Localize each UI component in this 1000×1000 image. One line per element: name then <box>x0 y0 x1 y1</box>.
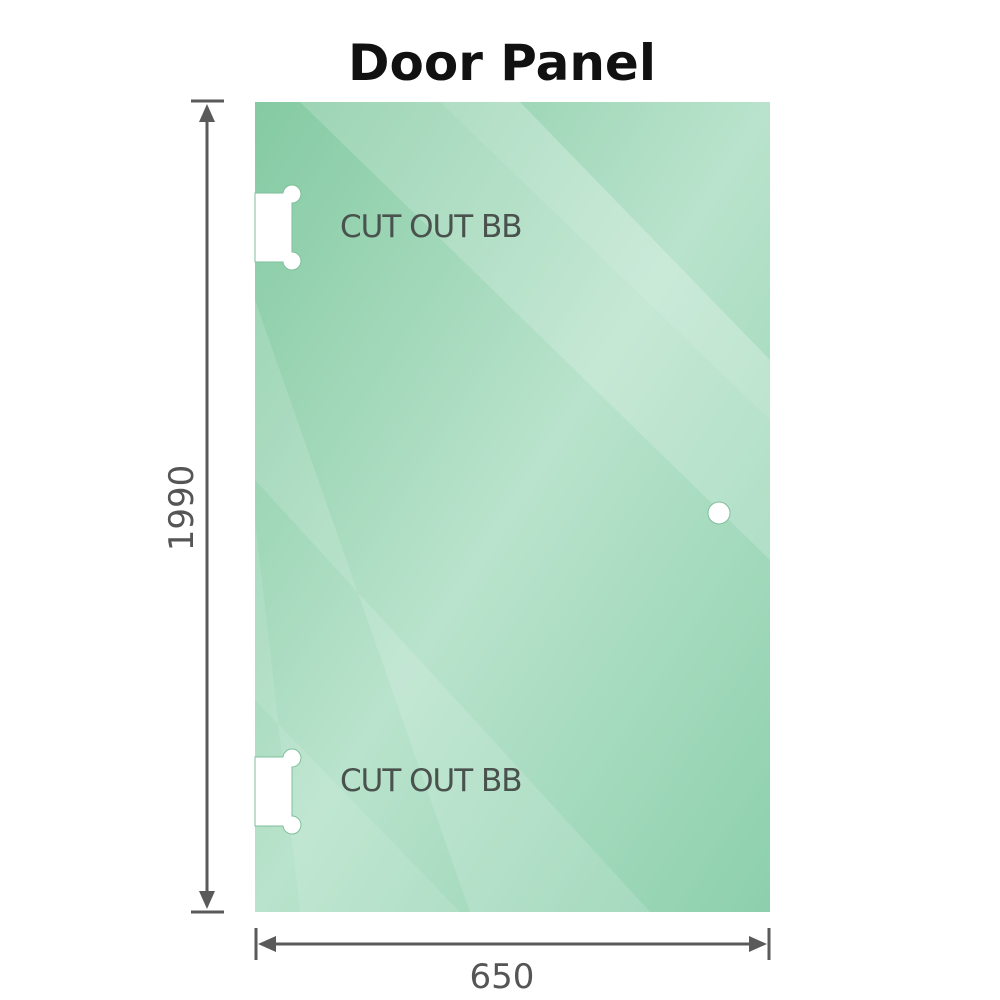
cutout-top <box>254 184 302 271</box>
glass-panel: CUT OUT BB CUT OUT BB <box>254 102 770 912</box>
handle-hole <box>707 501 731 525</box>
height-label: 1990 <box>162 465 202 552</box>
height-dimension <box>191 99 224 914</box>
width-label: 650 <box>470 957 535 997</box>
glass-reflection <box>255 520 460 912</box>
arrow-left-icon <box>258 936 276 952</box>
cutout-bottom <box>254 748 302 835</box>
glass-reflection <box>300 102 770 560</box>
arrow-up-icon <box>199 104 215 122</box>
arrow-right-icon <box>749 936 767 952</box>
glass-reflection <box>440 102 770 420</box>
width-dimension <box>254 928 771 960</box>
diagram-title: Door Panel <box>348 34 656 92</box>
cutout-label-bottom: CUT OUT BB <box>340 763 522 799</box>
glass-reflection <box>255 300 650 912</box>
cutout-label-top: CUT OUT BB <box>340 209 522 245</box>
arrow-down-icon <box>199 891 215 909</box>
